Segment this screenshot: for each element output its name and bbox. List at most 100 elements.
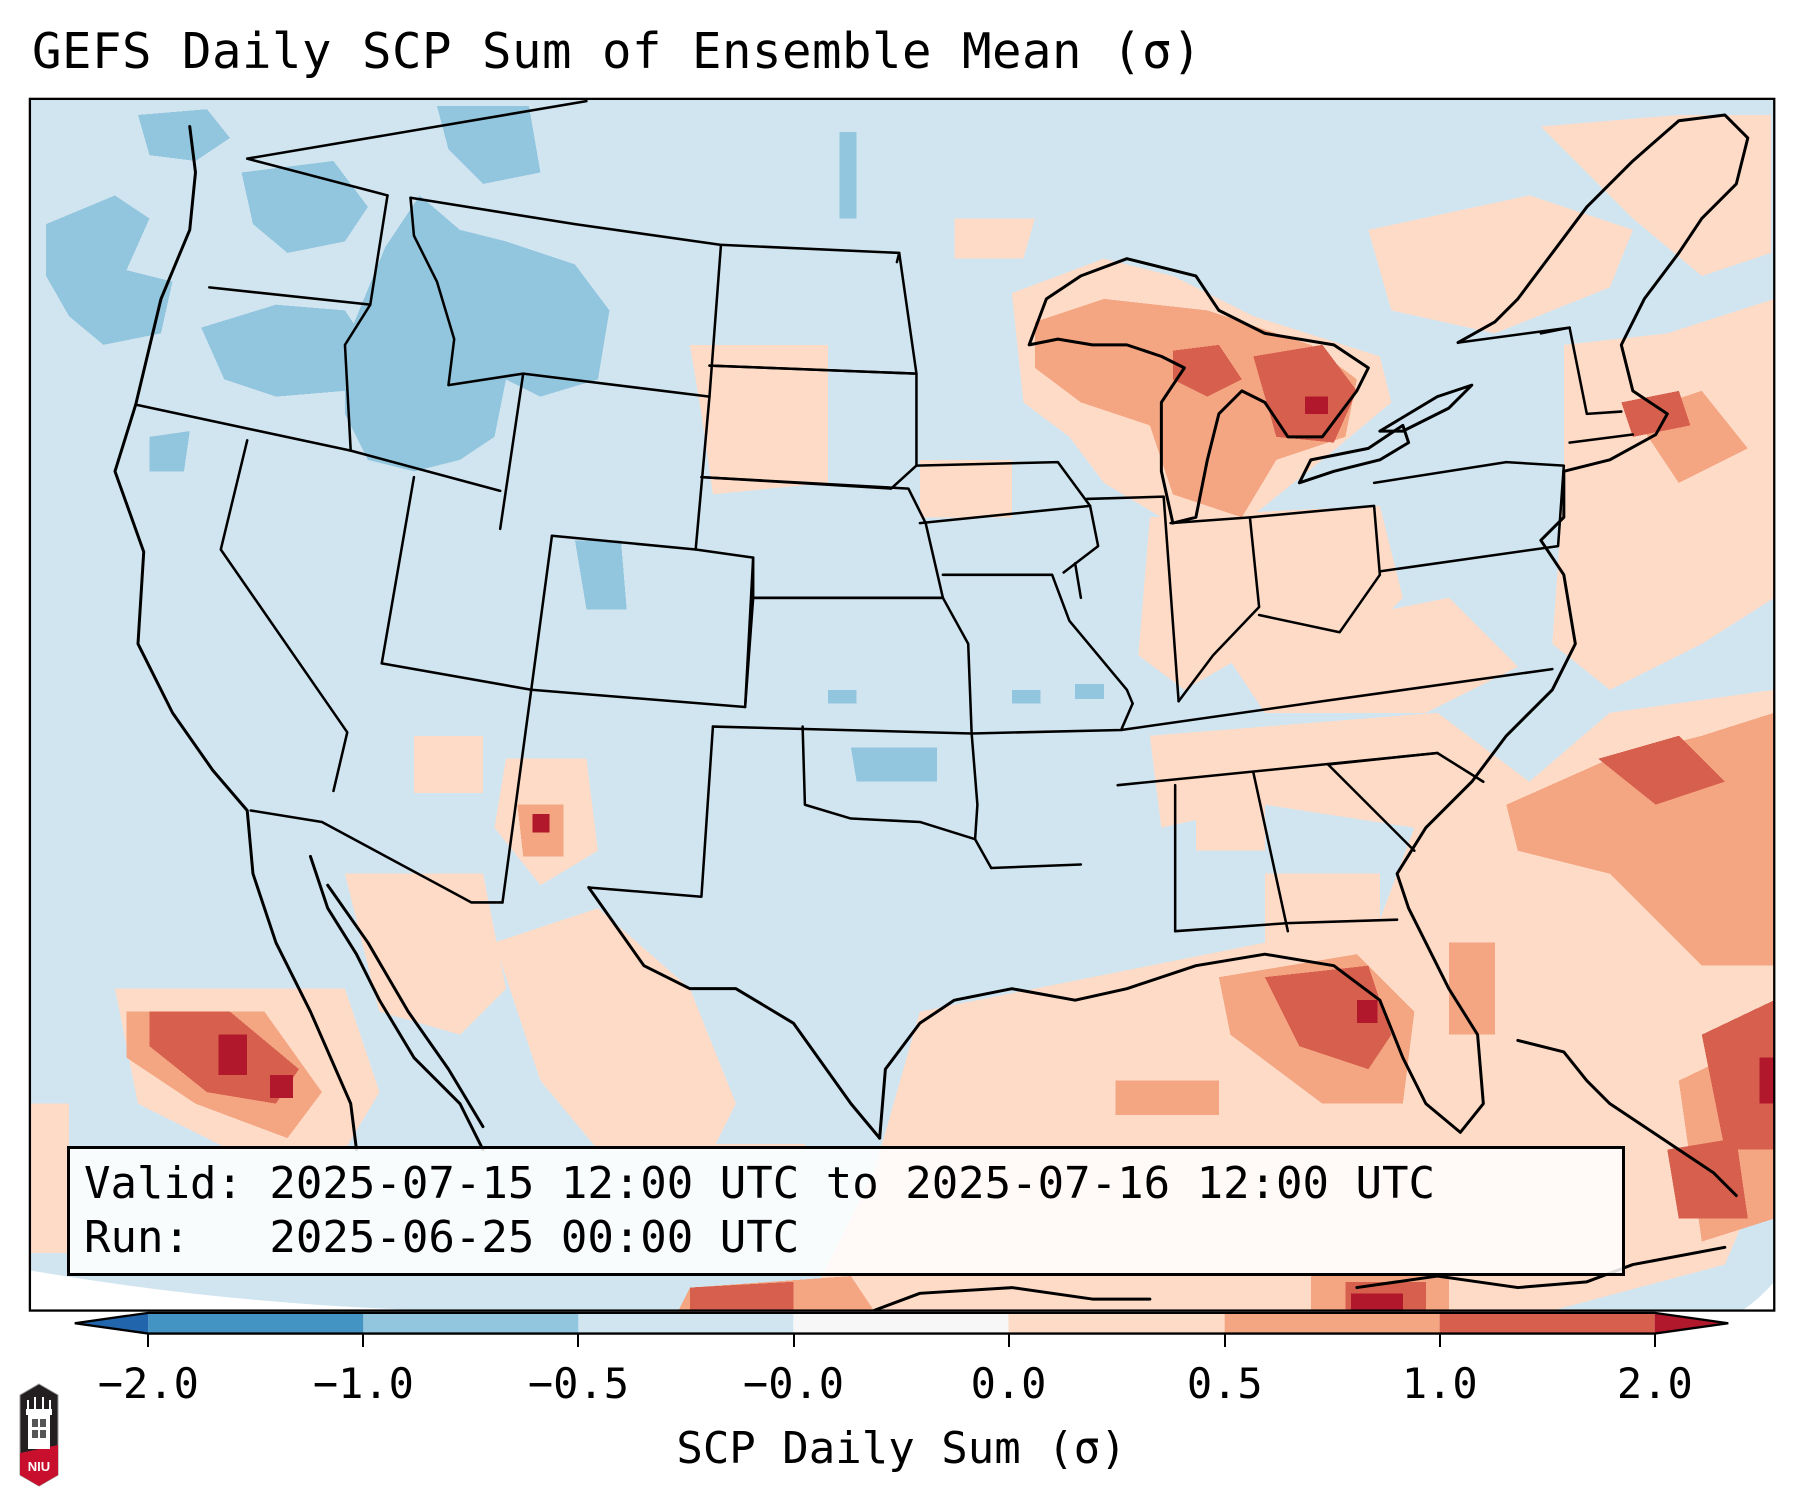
valid-time-text: Valid: 2025-07-15 12:00 UTC to 2025-07-1… — [84, 1158, 1436, 1209]
colorbar-tick-label: 1.0 — [1401, 1359, 1478, 1408]
colorbar-tick-label: −2.0 — [97, 1359, 199, 1408]
scp-anomaly-region — [827, 689, 857, 704]
state-boundary — [895, 251, 901, 264]
scp-anomaly-region — [1075, 684, 1104, 699]
colorbar-label-text: SCP Daily Sum (σ) — [676, 1423, 1127, 1474]
scp-anomaly-region — [413, 735, 483, 794]
state-boundary — [801, 725, 993, 870]
state-boundary — [918, 504, 1100, 574]
scp-anomaly-region — [270, 1074, 294, 1098]
state-boundary — [219, 439, 349, 793]
scp-anomaly-region — [1540, 114, 1771, 276]
scp-anomaly-region — [218, 1034, 248, 1075]
colorbar-tick — [1653, 1333, 1656, 1347]
scp-anomaly-region — [201, 304, 368, 397]
state-boundary — [751, 596, 973, 735]
colorbar-tick-label: −0.5 — [527, 1359, 630, 1408]
state-boundary — [1073, 562, 1083, 600]
state-boundary — [380, 475, 416, 665]
state-boundary — [501, 688, 533, 904]
colorbar-bin — [793, 1312, 1009, 1334]
colorbar — [74, 1311, 1729, 1335]
colorbar-tick — [1438, 1333, 1441, 1347]
run-time-text: Run: 2025-06-25 00:00 UTC — [84, 1212, 800, 1263]
logo-text: NIU — [28, 1459, 50, 1474]
state-boundary — [1568, 326, 1623, 416]
scp-anomaly-region — [1253, 344, 1357, 443]
scp-anomaly-region — [149, 431, 190, 472]
state-boundary — [711, 725, 979, 841]
coastline — [1456, 113, 1750, 473]
scp-anomaly-region — [241, 160, 368, 253]
scp-anomaly-region — [1011, 689, 1041, 704]
niu-logo-icon: NIU — [19, 1383, 59, 1487]
scp-anomaly-region — [1759, 1057, 1775, 1104]
scp-anomaly-region — [1552, 298, 1775, 690]
colorbar-tick — [362, 1333, 365, 1347]
coastline — [587, 886, 882, 1140]
state-boundary — [989, 863, 1083, 870]
projection-edge-right — [1742, 1281, 1775, 1311]
scp-anomaly-region — [1356, 1000, 1378, 1024]
state-boundary — [1119, 667, 1554, 732]
colorbar-tick-label: 0.5 — [1186, 1359, 1263, 1408]
scp-anomaly-region — [1448, 942, 1495, 1035]
scp-anomaly-region — [1621, 390, 1691, 437]
state-boundary — [521, 372, 711, 551]
coastline — [1355, 1245, 1727, 1290]
state-boundary — [1173, 918, 1399, 933]
scp-anomaly-region — [839, 132, 857, 219]
coastline — [1516, 1038, 1738, 1198]
scp-anomaly-region — [1115, 1080, 1219, 1116]
state-boundary — [1326, 751, 1485, 784]
state-boundary — [529, 534, 755, 709]
scp-anomaly-region — [494, 908, 736, 1150]
coastline — [113, 124, 358, 1152]
state-boundary — [343, 303, 372, 452]
scp-anomaly-region — [919, 459, 1012, 518]
colorbar-tick — [792, 1333, 795, 1347]
scp-anomaly-region — [689, 344, 828, 495]
state-boundary — [208, 286, 372, 306]
colorbar-label: SCP Daily Sum (σ) — [0, 1423, 1803, 1475]
scp-anomaly-region — [1264, 965, 1392, 1070]
state-boundary — [245, 99, 588, 160]
colorbar-bin — [578, 1312, 794, 1334]
state-boundary — [134, 403, 352, 452]
scp-anomaly-region — [45, 195, 173, 345]
coastline — [308, 854, 485, 1152]
colorbar-extend-min — [74, 1312, 149, 1334]
state-boundary — [1169, 516, 1261, 703]
scp-anomaly-region — [436, 105, 541, 184]
scp-anomaly-region — [1667, 1138, 1748, 1219]
valid-info-box: Valid: 2025-07-15 12:00 UTC to 2025-07-1… — [67, 1146, 1625, 1276]
state-boundary — [409, 196, 723, 398]
scp-anomaly-region — [1368, 195, 1633, 334]
scp-anomaly-region — [850, 747, 938, 782]
coastline — [878, 469, 1577, 1140]
state-boundary — [587, 725, 715, 898]
state-boundary — [380, 662, 533, 692]
scp-anomaly-region — [137, 109, 230, 161]
state-boundary — [1085, 495, 1180, 703]
scp-anomaly-region — [344, 195, 610, 472]
scp-anomaly-region — [574, 540, 627, 610]
state-boundary — [941, 573, 1134, 705]
colorbar-tick — [577, 1333, 580, 1347]
state-boundary — [1456, 326, 1571, 344]
scp-anomaly-region — [1305, 396, 1329, 414]
scp-anomaly-region — [344, 873, 506, 1035]
colorbar-tick — [1223, 1333, 1226, 1347]
coastline — [1378, 383, 1474, 433]
coastlines — [113, 113, 1750, 1311]
state-boundary — [1372, 460, 1566, 573]
map-frame — [28, 97, 1776, 1312]
colorbar-tick — [147, 1333, 150, 1347]
scp-anomaly-region — [1172, 344, 1242, 397]
coastline — [1297, 423, 1411, 485]
coastline — [326, 883, 485, 1129]
state-boundary — [1326, 763, 1416, 852]
scp-anomaly-region — [954, 218, 1035, 259]
colorbar-bin — [1439, 1312, 1655, 1334]
